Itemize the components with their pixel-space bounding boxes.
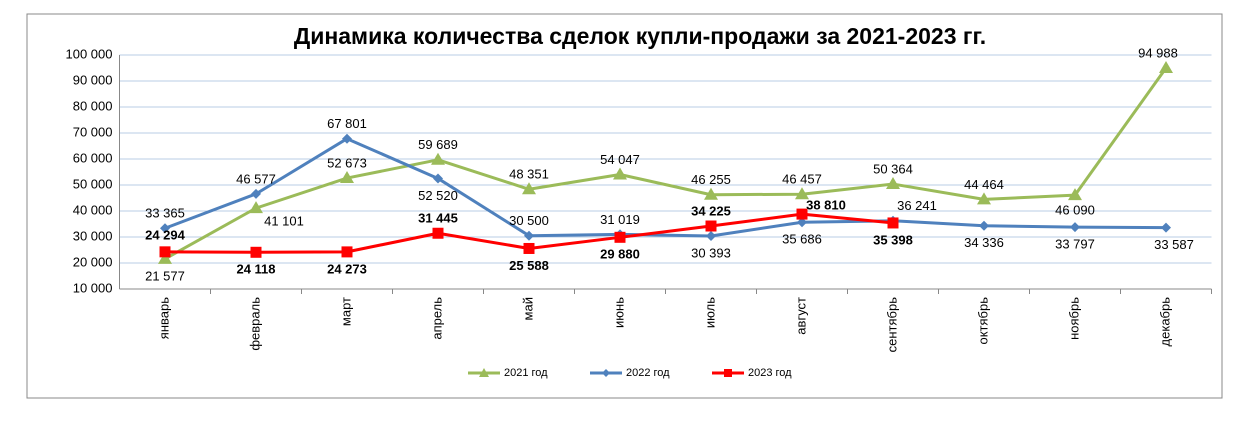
marker xyxy=(522,182,536,195)
x-tick-label: июль xyxy=(702,297,717,328)
y-tick-label: 40 000 xyxy=(73,202,113,217)
data-label: 46 090 xyxy=(1055,203,1095,218)
data-label: 30 500 xyxy=(509,213,549,228)
marker xyxy=(342,133,352,144)
data-label: 54 047 xyxy=(600,152,640,167)
data-label: 94 988 xyxy=(1138,45,1178,60)
marker xyxy=(433,173,443,184)
x-tick-label: декабрь xyxy=(1157,297,1172,347)
chart-title: Динамика количества сделок купли-продажи… xyxy=(294,23,986,49)
y-tick-label: 80 000 xyxy=(73,98,113,113)
marker xyxy=(886,177,900,190)
y-tick-label: 30 000 xyxy=(73,228,113,243)
data-label: 59 689 xyxy=(418,137,458,152)
marker xyxy=(432,227,444,239)
data-label: 33 365 xyxy=(145,206,185,221)
marker xyxy=(523,242,535,254)
marker xyxy=(524,230,534,241)
x-tick-label: сентябрь xyxy=(884,297,899,353)
data-label: 30 393 xyxy=(691,245,731,260)
marker xyxy=(1159,61,1173,74)
marker xyxy=(340,171,354,184)
legend-label: 2023 год xyxy=(748,367,792,379)
x-tick-label: март xyxy=(338,297,353,326)
y-tick-label: 20 000 xyxy=(73,254,113,269)
y-tick-label: 70 000 xyxy=(73,124,113,139)
legend-label: 2022 год xyxy=(626,367,670,379)
legend-label: 2021 год xyxy=(504,367,548,379)
marker xyxy=(341,246,353,258)
data-label: 52 673 xyxy=(327,155,367,170)
data-label: 50 364 xyxy=(873,161,913,176)
data-label: 24 118 xyxy=(236,262,275,277)
y-tick-label: 100 000 xyxy=(66,46,113,61)
data-label: 31 445 xyxy=(418,211,458,226)
marker xyxy=(613,167,627,180)
data-label: 35 686 xyxy=(782,232,822,247)
chart-border xyxy=(26,13,1223,399)
x-tick-label: октябрь xyxy=(975,297,990,345)
marker xyxy=(796,208,808,220)
x-tick-label: май xyxy=(520,297,535,320)
data-label: 31 019 xyxy=(600,212,640,227)
marker xyxy=(1070,222,1080,233)
marker xyxy=(250,246,262,258)
data-label: 29 880 xyxy=(600,247,640,262)
data-label: 21 577 xyxy=(145,268,185,283)
y-tick-label: 10 000 xyxy=(73,280,113,295)
marker xyxy=(704,187,718,200)
data-label: 33 797 xyxy=(1055,237,1095,252)
data-label: 34 225 xyxy=(691,203,731,218)
x-tick-label: ноябрь xyxy=(1066,297,1081,340)
marker xyxy=(1068,188,1082,201)
data-label: 38 810 xyxy=(806,198,846,213)
y-tick-label: 50 000 xyxy=(73,176,113,191)
y-tick-label: 90 000 xyxy=(73,72,113,87)
marker xyxy=(977,192,991,205)
x-tick-label: апрель xyxy=(429,297,444,340)
data-label: 36 241 xyxy=(897,198,937,213)
x-tick-label: январь xyxy=(156,297,171,339)
legend-marker xyxy=(602,369,610,377)
data-label: 34 336 xyxy=(964,235,1004,250)
data-label: 67 801 xyxy=(327,116,367,131)
data-label: 46 577 xyxy=(236,171,276,186)
data-label: 52 520 xyxy=(418,188,458,203)
data-label: 35 398 xyxy=(873,232,913,247)
marker xyxy=(614,231,626,243)
y-tick-label: 60 000 xyxy=(73,150,113,165)
x-tick-label: август xyxy=(793,297,808,335)
data-label: 24 273 xyxy=(327,261,367,276)
marker xyxy=(979,220,989,231)
marker xyxy=(158,251,172,264)
data-label: 46 255 xyxy=(691,172,731,187)
marker xyxy=(159,246,171,258)
marker xyxy=(797,217,807,228)
marker xyxy=(1161,222,1171,233)
data-label: 44 464 xyxy=(964,177,1004,192)
marker xyxy=(706,230,716,241)
x-tick-label: июнь xyxy=(611,297,626,328)
marker xyxy=(795,187,809,200)
legend-marker xyxy=(724,369,732,377)
marker xyxy=(251,188,261,199)
marker xyxy=(887,217,899,229)
marker xyxy=(431,152,445,165)
marker xyxy=(160,223,170,234)
series-line xyxy=(164,137,1167,238)
data-label: 46 457 xyxy=(782,172,822,187)
data-label: 24 294 xyxy=(145,227,186,242)
x-tick-label: февраль xyxy=(247,297,262,351)
data-label: 25 588 xyxy=(509,258,549,273)
marker xyxy=(705,220,717,232)
legend-marker xyxy=(479,368,489,377)
data-label: 33 587 xyxy=(1154,237,1194,252)
data-label: 41 101 xyxy=(264,214,304,229)
series-line xyxy=(164,67,1168,261)
data-label: 48 351 xyxy=(509,167,549,182)
marker xyxy=(249,201,263,214)
